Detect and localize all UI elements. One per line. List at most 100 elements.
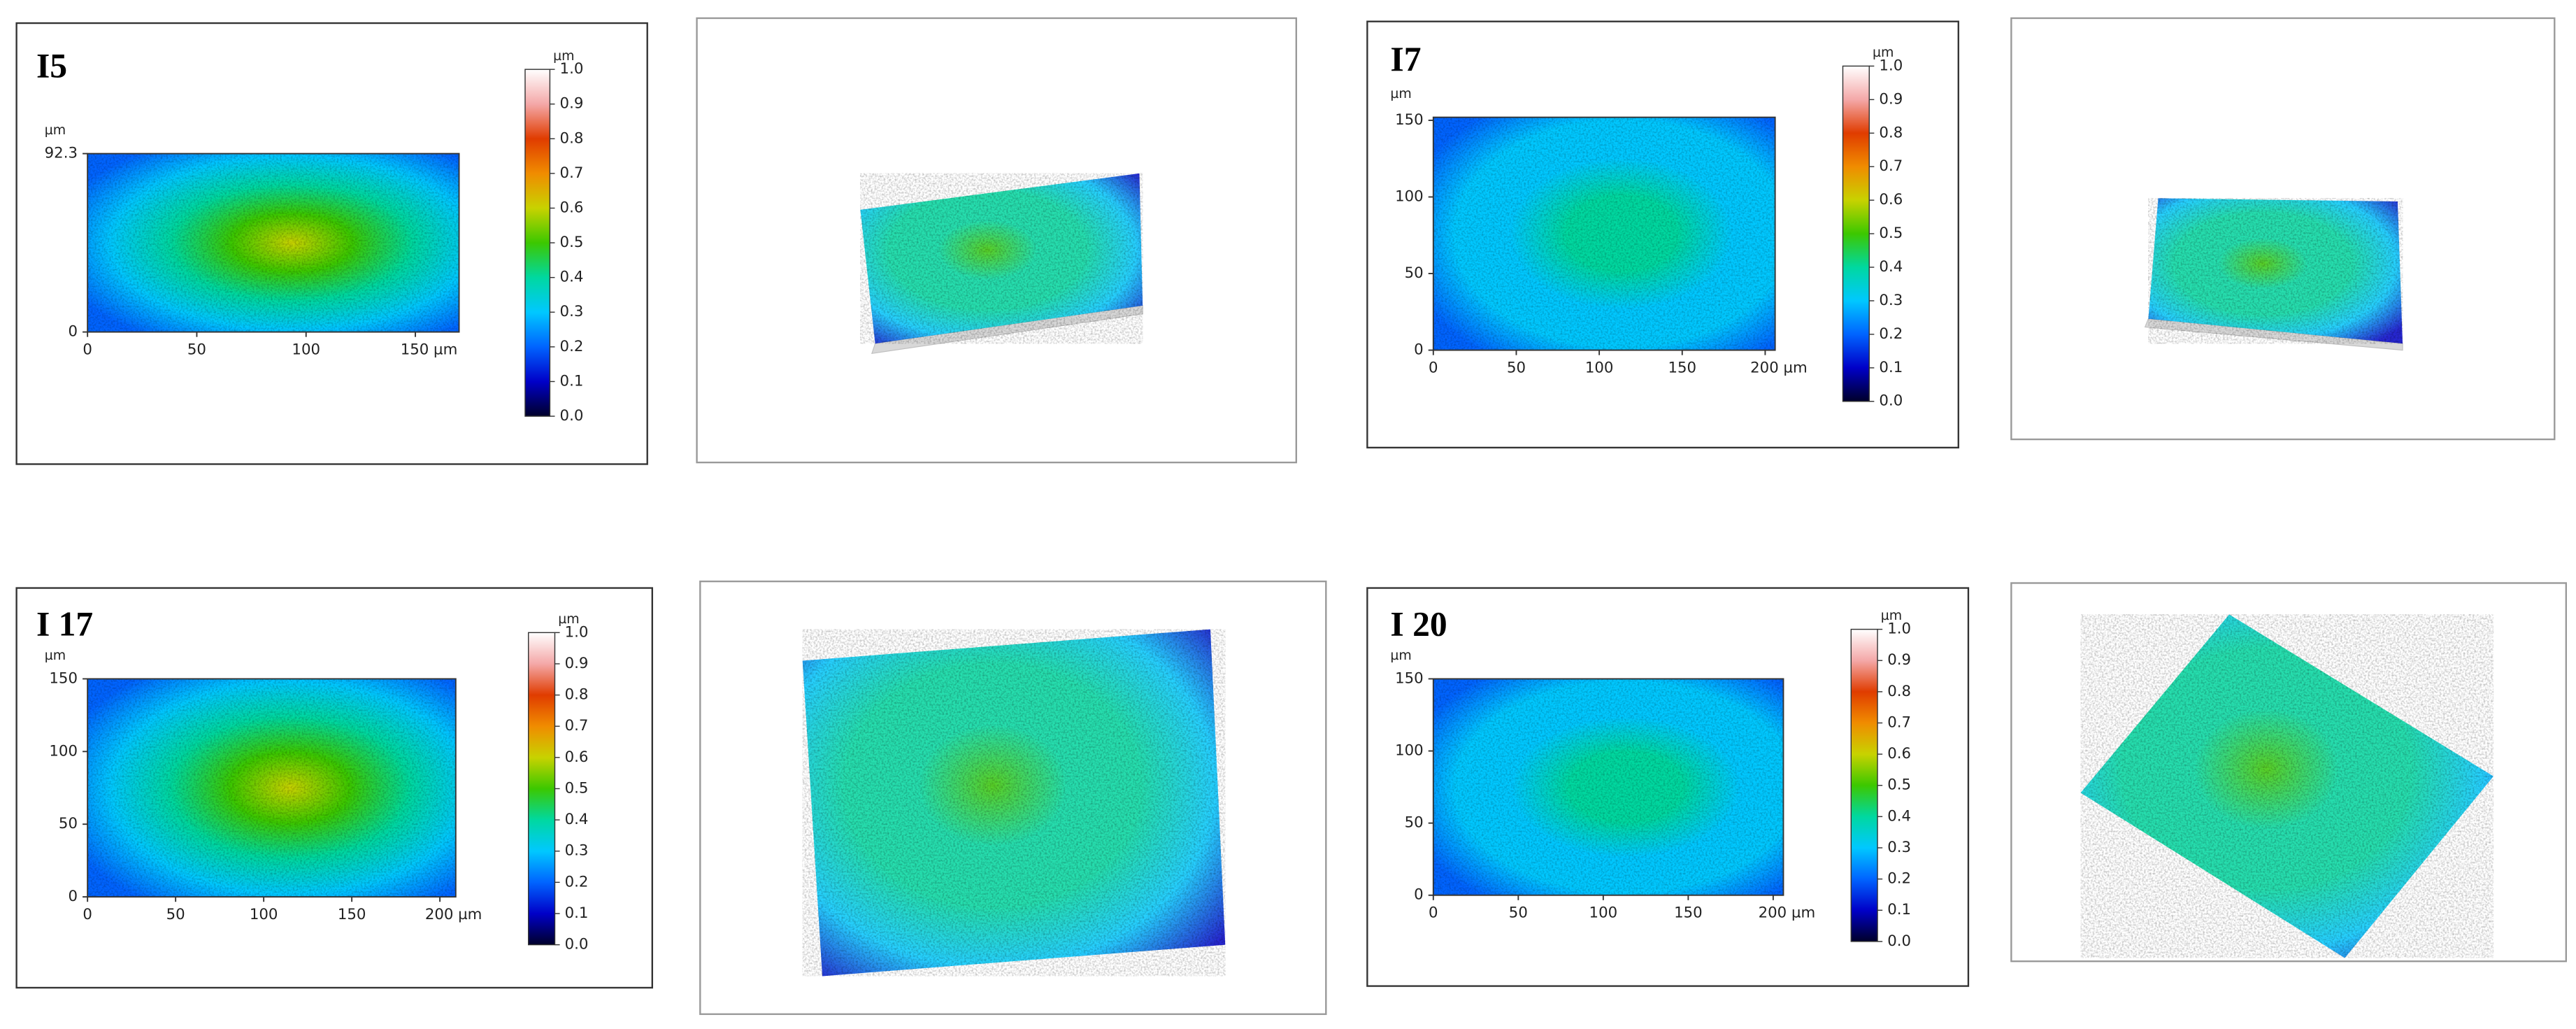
colorbar	[524, 69, 551, 417]
height-map-texture	[87, 153, 459, 332]
colorbar-tick-label: 1.0	[565, 623, 589, 641]
y-tick-label: 50	[1405, 814, 1424, 832]
colorbar	[527, 632, 556, 946]
colorbar-tick-label: 0.5	[1879, 225, 1903, 242]
colorbar-tick-label: 0.4	[560, 269, 584, 286]
colorbar-tick-label: 0.1	[560, 372, 584, 390]
colorbar-tick-label: 0.9	[560, 95, 584, 113]
y-unit: µm	[45, 122, 66, 138]
colorbar-tick-label: 0.1	[1887, 901, 1911, 918]
x-tick-label: 100	[1589, 904, 1618, 922]
x-tick-label: 200 µm	[1759, 904, 1816, 922]
x-tick-label: 50	[1509, 904, 1528, 922]
x-tick-label: 0	[83, 906, 92, 923]
colorbar-tick-label: 0.7	[560, 164, 584, 182]
view-3d-texture	[860, 173, 1143, 344]
x-tick-label: 0	[83, 341, 92, 359]
colorbar-tick-label: 0.8	[1879, 124, 1903, 141]
map-frame	[1432, 116, 1776, 351]
colorbar-tick-label: 0.4	[565, 811, 589, 828]
height-map-texture	[1433, 679, 1784, 895]
x-tick-label: 100	[250, 906, 278, 923]
panel-title: I 20	[1390, 605, 1447, 644]
y-tick-label: 150	[1395, 111, 1424, 129]
map-frame	[1432, 678, 1784, 896]
y-tick-label: 100	[1395, 188, 1424, 206]
map-frame	[87, 152, 460, 333]
y-tick-label: 150	[1395, 669, 1424, 687]
colorbar-tick-label: 1.0	[560, 60, 584, 78]
colorbar-tick-label: 0.3	[1887, 839, 1911, 856]
panel-title: I5	[36, 47, 67, 85]
colorbar-tick-label: 0.1	[1879, 359, 1903, 376]
x-tick-label: 100	[1585, 360, 1614, 377]
colorbar-tick-label: 0.5	[1887, 776, 1911, 794]
x-tick-label: 0	[1429, 360, 1438, 377]
colorbar-unit: µm	[1881, 608, 1902, 623]
colorbar-tick-label: 0.3	[1879, 292, 1903, 309]
x-tick-label: 50	[166, 906, 185, 923]
colorbar-tick-label: 0.0	[1879, 392, 1903, 410]
colorbar-tick-label: 0.2	[560, 338, 584, 355]
colorbar-tick-label: 0.4	[1887, 807, 1911, 825]
colorbar-tick-label: 1.0	[1879, 57, 1903, 74]
panel-title: I 17	[36, 605, 93, 644]
y-tick-label: 0	[68, 323, 78, 341]
colorbar-tick-label: 1.0	[1887, 620, 1911, 638]
view-3d-texture	[802, 629, 1226, 977]
colorbar	[1842, 65, 1870, 402]
colorbar-tick-label: 0.9	[565, 655, 589, 672]
x-tick-label: 50	[1507, 360, 1526, 377]
y-tick-label: 100	[1395, 742, 1424, 760]
colorbar	[1850, 628, 1878, 942]
y-tick-label: 150	[49, 669, 78, 687]
view-3d-frame	[2010, 17, 2556, 441]
panel-title: I7	[1390, 40, 1421, 78]
view-3d-texture	[2148, 198, 2403, 344]
colorbar-tick-label: 0.5	[560, 234, 584, 251]
colorbar-tick-label: 0.6	[1887, 745, 1911, 762]
x-tick-label: 150	[1668, 360, 1696, 377]
x-tick-label: 100	[292, 341, 320, 359]
x-tick-label: 200 µm	[425, 906, 482, 923]
colorbar-tick-label: 0.2	[565, 873, 589, 890]
x-tick-label: 0	[1429, 904, 1438, 922]
colorbar-unit: µm	[1873, 45, 1894, 60]
x-tick-label: 200 µm	[1750, 360, 1808, 377]
height-map-texture	[87, 679, 456, 897]
height-map-texture	[1433, 117, 1775, 350]
colorbar-tick-label: 0.6	[1879, 191, 1903, 208]
colorbar-tick-label: 0.7	[1887, 714, 1911, 731]
y-tick-label: 0	[68, 888, 78, 905]
colorbar-tick-label: 0.9	[1879, 90, 1903, 108]
colorbar-tick-label: 0.7	[1879, 157, 1903, 175]
colorbar-tick-label: 0.2	[1887, 870, 1911, 888]
colorbar-tick-label: 0.2	[1879, 325, 1903, 343]
colorbar-unit: µm	[558, 611, 579, 627]
y-tick-label: 50	[1405, 264, 1424, 282]
y-tick-label: 50	[59, 815, 78, 832]
y-unit: µm	[45, 648, 66, 663]
view-3d-base	[871, 305, 1143, 355]
colorbar-tick-label: 0.5	[565, 779, 589, 797]
y-tick-label: 0	[1414, 341, 1424, 359]
view-3d-texture	[2080, 614, 2493, 958]
y-tick-label: 92.3	[45, 145, 78, 162]
colorbar-tick-label: 0.6	[565, 748, 589, 766]
x-tick-label: 50	[187, 341, 206, 359]
colorbar-unit: µm	[553, 48, 574, 64]
colorbar-tick-label: 0.6	[560, 199, 584, 217]
colorbar-tick-label: 0.1	[565, 904, 589, 922]
y-unit: µm	[1390, 86, 1411, 101]
colorbar-tick-label: 0.0	[565, 936, 589, 953]
colorbar-tick-label: 0.0	[560, 407, 584, 425]
colorbar-tick-label: 0.9	[1887, 651, 1911, 669]
colorbar-tick-label: 0.4	[1879, 258, 1903, 276]
colorbar-tick-label: 0.8	[1887, 683, 1911, 700]
map-frame	[87, 678, 457, 898]
colorbar-tick-label: 0.3	[560, 303, 584, 320]
y-tick-label: 0	[1414, 886, 1424, 904]
colorbar-tick-label: 0.8	[560, 129, 584, 147]
